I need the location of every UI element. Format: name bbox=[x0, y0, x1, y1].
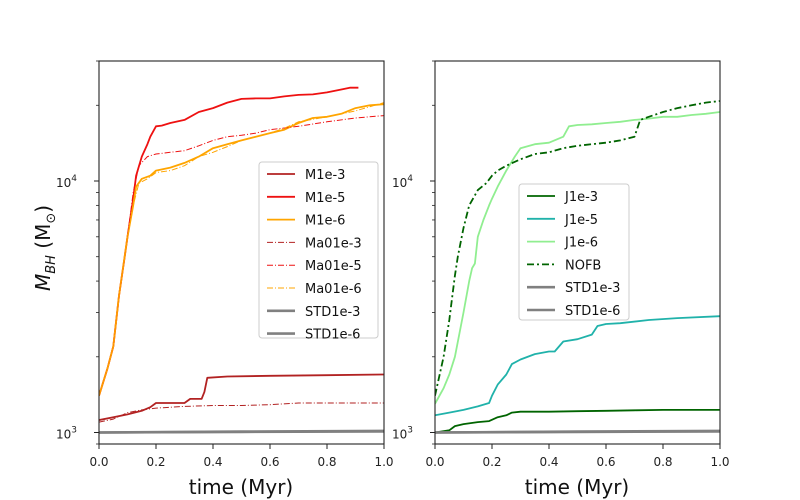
y-tick-label-base: 10 bbox=[56, 427, 71, 441]
y-tick-label-base: 10 bbox=[392, 427, 407, 441]
legend-label-j1e-3: J1e-3 bbox=[564, 190, 598, 205]
legend-label-ma01e-5: Ma01e-5 bbox=[305, 259, 362, 274]
series-line-std1e-6 bbox=[99, 429, 384, 434]
y-tick-label-exp: 3 bbox=[407, 425, 413, 435]
y-tick-label-exp: 4 bbox=[71, 174, 77, 184]
y-tick-label: 104 bbox=[56, 174, 77, 190]
y-tick-label: 103 bbox=[56, 425, 77, 441]
series-lines bbox=[435, 100, 720, 434]
legend-label-m1e-5: M1e-5 bbox=[305, 191, 345, 206]
legend: J1e-3 J1e-5 J1e-6 NOFB STD1e-3 STD1e-6 bbox=[518, 183, 630, 321]
series-line-std1e-6 bbox=[435, 429, 720, 434]
x-tick-label: 0.0 bbox=[89, 455, 108, 469]
legend: M1e-3 M1e-5 M1e-6 Ma01e-3 Ma01e-5 Ma01e-6 STD1… bbox=[258, 161, 379, 343]
y-axis-label-unit-open: (M bbox=[31, 224, 55, 255]
legend-label-ma01e-3: Ma01e-3 bbox=[305, 236, 362, 251]
x-tick-label: 0.8 bbox=[653, 455, 672, 469]
y-tick-label-exp: 3 bbox=[71, 425, 77, 435]
x-tick-label: 0.4 bbox=[539, 455, 558, 469]
x-tick-label: 0.6 bbox=[260, 455, 279, 469]
series-line-ma01e-6 bbox=[99, 102, 384, 396]
x-tick-label: 1.0 bbox=[710, 455, 729, 469]
series-lines bbox=[99, 86, 384, 434]
x-tick-label: 0.8 bbox=[317, 455, 336, 469]
legend-label-ma01e-6: Ma01e-6 bbox=[305, 282, 362, 297]
legend-label-std1e-3: STD1e-3 bbox=[565, 281, 620, 296]
x-tick-label: 0.6 bbox=[596, 455, 615, 469]
y-axis-label-unit-close: ) bbox=[31, 205, 55, 213]
plot-frame bbox=[434, 60, 721, 445]
y-tick-label-exp: 4 bbox=[407, 174, 413, 184]
legend-label-std1e-6: STD1e-6 bbox=[565, 304, 620, 319]
x-tick-label: 0.2 bbox=[482, 455, 501, 469]
legend-label-nofb: NOFB bbox=[565, 258, 601, 273]
legend-label-j1e-6: J1e-6 bbox=[564, 236, 598, 251]
y-tick-label-base: 10 bbox=[56, 176, 71, 190]
x-tick-label: 1.0 bbox=[374, 455, 393, 469]
legend-label-m1e-6: M1e-6 bbox=[305, 214, 345, 229]
series-line-j1e-6 bbox=[435, 111, 720, 405]
y-tick-label: 104 bbox=[392, 174, 413, 190]
series-line-nofb bbox=[435, 100, 720, 396]
y-tick-label: 103 bbox=[392, 425, 413, 441]
panel-right: 0.0 0.2 0.4 0.6 0.8 1.0103104J1e-3J1e-5J1e-6N… bbox=[392, 60, 730, 469]
legend-label-std1e-3: STD1e-3 bbox=[305, 305, 360, 320]
series-line-j1e-3 bbox=[435, 409, 720, 434]
x-tick-label: 0.0 bbox=[425, 455, 444, 469]
legend-label-std1e-6: STD1e-6 bbox=[305, 328, 360, 343]
y-axis-label: MBH (M⊙) bbox=[31, 205, 59, 291]
series-line-ma01e-3 bbox=[99, 402, 384, 423]
series-line-m1e-3 bbox=[99, 373, 384, 421]
plot-frame bbox=[98, 60, 385, 445]
y-axis-label-main: M bbox=[31, 274, 55, 291]
legend-box bbox=[258, 161, 379, 339]
y-axis-label-sub: BH bbox=[44, 255, 59, 274]
y-tick-label-base: 10 bbox=[392, 176, 407, 190]
x-axis-label-right: time (Myr) bbox=[525, 475, 629, 499]
x-tick-label: 0.4 bbox=[203, 455, 222, 469]
x-tick-label: 0.2 bbox=[146, 455, 165, 469]
x-axis-label-left: time (Myr) bbox=[189, 475, 293, 499]
series-line-j1e-5 bbox=[435, 315, 720, 417]
y-axis-label-unit-sub: ⊙ bbox=[44, 213, 59, 224]
legend-label-m1e-3: M1e-3 bbox=[305, 168, 345, 183]
legend-label-j1e-5: J1e-5 bbox=[564, 213, 598, 228]
